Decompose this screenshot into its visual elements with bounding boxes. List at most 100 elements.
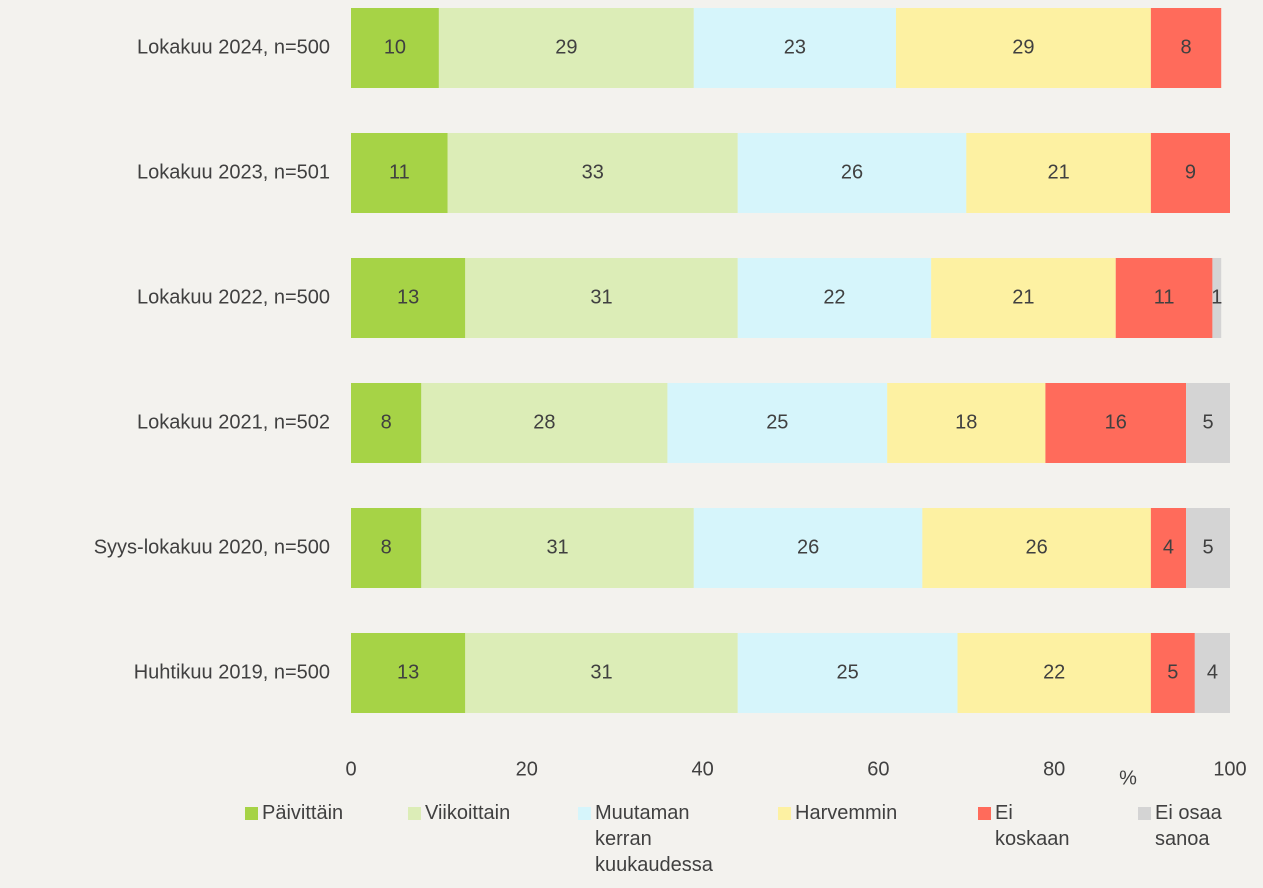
bar-segment <box>1115 258 1213 338</box>
y-tick-label: Lokakuu 2024, n=500 <box>137 36 330 58</box>
bar-segment <box>421 383 668 463</box>
data-label: 26 <box>1025 536 1047 558</box>
x-axis-label: % <box>1119 767 1137 789</box>
data-label: 22 <box>823 286 845 308</box>
bar-segment <box>737 133 967 213</box>
x-tick-label: 40 <box>691 758 713 780</box>
legend-label: Päivittäin <box>262 802 344 824</box>
data-label: 25 <box>766 411 788 433</box>
bar-segment <box>351 383 422 463</box>
data-label: 11 <box>1154 286 1175 308</box>
bar-segment <box>931 258 1116 338</box>
data-label: 21 <box>1012 286 1034 308</box>
data-label: 26 <box>797 536 819 558</box>
bar-segment <box>922 508 1151 588</box>
data-label: 9 <box>1185 161 1196 183</box>
bar-segment <box>1194 633 1230 713</box>
legend-label: Harvemmin <box>795 802 898 824</box>
bar-segment <box>1045 383 1187 463</box>
data-label: 8 <box>1180 36 1191 58</box>
data-label: 16 <box>1105 411 1127 433</box>
bar-segment <box>1150 133 1230 213</box>
bar-segment <box>465 258 738 338</box>
y-tick-label: Lokakuu 2023, n=501 <box>137 161 330 183</box>
data-label: 31 <box>590 286 612 308</box>
data-label: 33 <box>582 161 604 183</box>
bar-segment <box>1186 383 1230 463</box>
bar-segment <box>465 633 738 713</box>
legend-item: Harvemmin <box>778 800 968 826</box>
bar-segment <box>1212 258 1222 338</box>
data-label: 1 <box>1211 286 1222 308</box>
data-label: 4 <box>1207 661 1218 683</box>
bar-segment <box>895 8 1151 88</box>
data-label: 21 <box>1047 161 1069 183</box>
data-label: 29 <box>1012 36 1034 58</box>
data-label: 11 <box>389 161 410 183</box>
legend-swatch <box>1138 807 1151 820</box>
bar-segment <box>737 633 958 713</box>
data-label: 25 <box>837 661 859 683</box>
bar-segment <box>1150 8 1222 88</box>
bar-segment <box>351 508 422 588</box>
bar-segment <box>351 258 466 338</box>
x-tick-label: 80 <box>1043 758 1065 780</box>
data-label: 23 <box>784 36 806 58</box>
data-label: 13 <box>397 661 419 683</box>
legend-swatch <box>778 807 791 820</box>
x-tick-label: 60 <box>867 758 889 780</box>
data-label: 26 <box>841 161 863 183</box>
legend-label: Ei osaa sanoa <box>1155 802 1222 850</box>
data-label: 13 <box>397 286 419 308</box>
y-tick-label: Huhtikuu 2019, n=500 <box>134 661 330 683</box>
legend-item: Päivittäin <box>245 800 395 826</box>
data-label: 31 <box>590 661 612 683</box>
bar-segment <box>1186 508 1230 588</box>
bar-segment <box>693 8 896 88</box>
bar-segment <box>1150 508 1187 588</box>
bar-segment <box>421 508 694 588</box>
bar-segment <box>667 383 888 463</box>
legend-swatch <box>408 807 421 820</box>
data-label: 28 <box>533 411 555 433</box>
data-label: 31 <box>546 536 568 558</box>
x-tick-label: 100 <box>1213 758 1246 780</box>
bar-segment <box>887 383 1046 463</box>
legend-swatch <box>578 807 591 820</box>
data-label: 29 <box>555 36 577 58</box>
legend-item: Muutaman kerran kuukaudessa <box>578 800 718 878</box>
legend-swatch <box>245 807 258 820</box>
bar-segment <box>693 508 923 588</box>
data-label: 18 <box>955 411 977 433</box>
legend-label: Viikoittain <box>425 802 511 824</box>
bar-segment <box>351 8 439 88</box>
y-tick-label: Syys-lokakuu 2020, n=500 <box>94 536 330 558</box>
bar-segment <box>1150 633 1195 713</box>
data-label: 5 <box>1167 661 1178 683</box>
x-tick-label: 0 <box>345 758 356 780</box>
legend-label: Muutaman kerran kuukaudessa <box>595 802 713 876</box>
data-label: 8 <box>381 411 392 433</box>
bar-segment <box>438 8 694 88</box>
y-tick-label: Lokakuu 2021, n=502 <box>137 411 330 433</box>
bar-segment <box>351 633 466 713</box>
data-label: 4 <box>1163 536 1174 558</box>
legend-item: Ei koskaan <box>978 800 1070 852</box>
legend-item: Ei osaa sanoa <box>1138 800 1258 852</box>
x-tick-label: 20 <box>516 758 538 780</box>
legend-item: Viikoittain <box>408 800 568 826</box>
data-label: 5 <box>1202 536 1213 558</box>
data-label: 5 <box>1202 411 1213 433</box>
bar-segment <box>447 133 738 213</box>
legend-swatch <box>978 807 991 820</box>
bar-segment <box>351 133 448 213</box>
data-label: 10 <box>384 36 406 58</box>
y-tick-label: Lokakuu 2022, n=500 <box>137 286 330 308</box>
legend-label: Ei koskaan <box>995 802 1070 850</box>
bar-segment <box>957 633 1151 713</box>
data-label: 8 <box>381 536 392 558</box>
bar-segment <box>966 133 1151 213</box>
data-label: 22 <box>1043 661 1065 683</box>
